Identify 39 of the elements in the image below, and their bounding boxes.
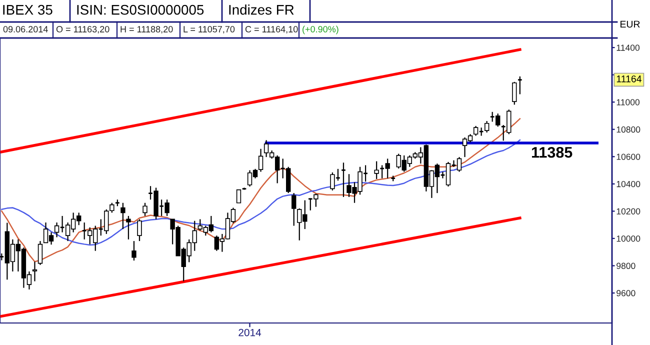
candlestick — [292, 192, 296, 226]
candlestick — [38, 240, 43, 266]
candlestick — [484, 120, 490, 134]
annotation: 11385 — [532, 146, 572, 158]
text: H = 11188,20 — [120, 26, 173, 34]
y-tick-label: 9800 — [616, 262, 636, 269]
candlestick — [137, 218, 142, 242]
y-tick-label: 10200 — [616, 208, 640, 214]
y-axis-title: EUR — [620, 20, 640, 28]
candlestick — [142, 202, 148, 217]
x-tick-label: 2014 — [238, 328, 262, 336]
candlestick — [132, 240, 136, 262]
candlestick — [32, 261, 38, 282]
line-series — [1, 139, 521, 246]
text: O = 11163,20 — [56, 26, 110, 34]
annotation: 11164 — [616, 75, 642, 82]
candlestick — [126, 215, 131, 240]
text: (+0.90%) — [302, 26, 338, 34]
candlestick — [512, 81, 517, 106]
candlestick — [120, 202, 126, 230]
chart-title: IBEX 35 — [3, 4, 52, 15]
text: C = 11164,10 — [245, 26, 298, 34]
candlestick — [517, 76, 523, 95]
text: Indizes FR — [229, 4, 294, 15]
line-series — [1, 118, 521, 262]
text: 09.06.2014 — [3, 26, 48, 32]
y-tick-label: 10600 — [616, 154, 640, 160]
y-tick-label: 10400 — [616, 180, 640, 188]
y-tick-label: 9600 — [616, 290, 636, 296]
candlestick — [374, 160, 379, 180]
y-tick-label: 10800 — [616, 126, 640, 133]
chart-subtitle: ISIN: ES0SI0000005 — [77, 4, 204, 15]
candlestick — [236, 189, 242, 204]
candlestick — [340, 162, 346, 198]
y-tick-label: 11000 — [616, 99, 640, 106]
y-tick-label: 10000 — [616, 236, 640, 242]
y-tick-label: 11400 — [616, 44, 640, 51]
candlestick — [258, 148, 264, 172]
text: L = 11057,70 — [184, 26, 235, 34]
